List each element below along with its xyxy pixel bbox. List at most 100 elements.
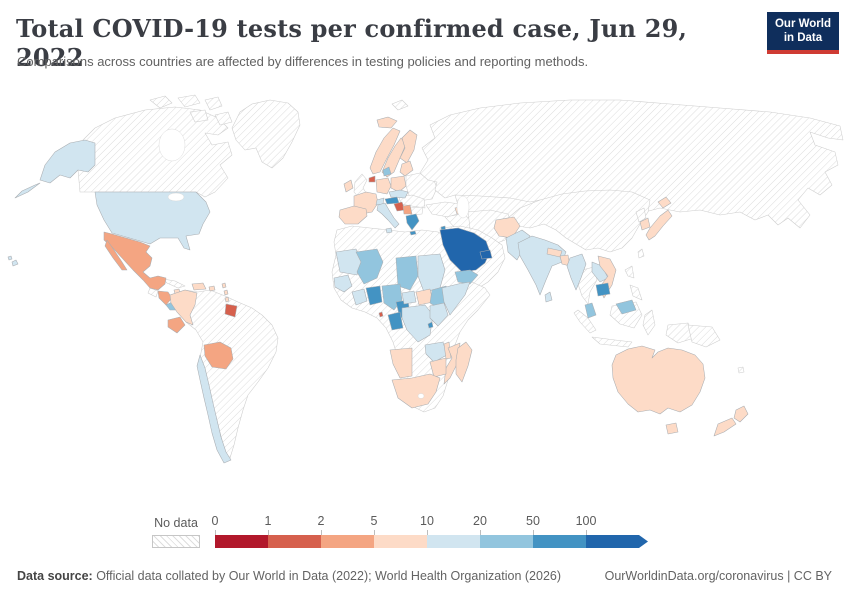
country-lesser-antilles[interactable]	[221, 282, 230, 303]
country-saudi-arabia[interactable]	[439, 227, 491, 273]
legend-bin-2-5[interactable]	[321, 535, 374, 548]
country-indonesia[interactable]	[573, 301, 695, 348]
country-svalbard[interactable]	[391, 99, 409, 111]
country-yemen[interactable]	[454, 269, 479, 285]
country-south-korea[interactable]	[639, 217, 651, 231]
legend-tick-label: 10	[420, 514, 434, 528]
country-germany[interactable]	[375, 177, 392, 195]
country-chile[interactable]	[196, 354, 232, 464]
country-malawi[interactable]	[443, 341, 452, 360]
country-italy[interactable]	[376, 202, 400, 234]
great-lakes	[167, 192, 185, 202]
legend-bin-100+[interactable]	[586, 535, 648, 548]
country-poland[interactable]	[390, 175, 407, 193]
country-ecuador[interactable]	[167, 316, 186, 334]
legend-tick-label: 1	[264, 514, 272, 528]
country-fiji[interactable]	[737, 366, 745, 374]
country-hawaii[interactable]	[7, 255, 19, 267]
legend-ticks: 0 1 2 5 10 20 50 100	[212, 514, 655, 535]
owid-logo-line1: Our World	[774, 18, 831, 30]
country-new-zealand[interactable]	[713, 405, 749, 437]
country-suriname[interactable]	[224, 303, 238, 318]
country-zambia[interactable]	[424, 341, 448, 363]
country-uganda-kenya[interactable]	[429, 302, 449, 327]
page-subtitle: Comparisons across countries are affecte…	[17, 54, 589, 69]
country-japan[interactable]	[645, 196, 673, 241]
country-baltics[interactable]	[399, 160, 414, 177]
country-iceland[interactable]	[376, 116, 398, 129]
country-rwanda[interactable]	[427, 321, 434, 329]
country-puerto-rico[interactable]	[208, 285, 216, 292]
country-colombia[interactable]	[169, 289, 198, 326]
country-czech-slovakia[interactable]	[388, 189, 409, 199]
country-norway[interactable]	[369, 127, 401, 175]
legend-bin-1-2[interactable]	[268, 535, 321, 548]
country-gabon-congo[interactable]	[387, 311, 404, 331]
country-cuba[interactable]	[162, 278, 186, 289]
legend-bin-5-10[interactable]	[374, 535, 427, 548]
country-denmark[interactable]	[382, 166, 392, 177]
country-australia[interactable]	[611, 345, 706, 415]
world-map[interactable]	[0, 90, 850, 510]
country-tasmania[interactable]	[665, 422, 679, 435]
country-drc[interactable]	[401, 304, 434, 343]
country-south-africa[interactable]	[391, 373, 441, 409]
country-austria[interactable]	[384, 196, 400, 205]
legend-tick-label: 2	[317, 514, 325, 528]
country-malaysia-borneo[interactable]	[615, 299, 637, 315]
country-philippines[interactable]	[624, 265, 643, 301]
country-senegal-gambia[interactable]	[333, 274, 353, 293]
country-india[interactable]	[517, 235, 567, 296]
country-iberia[interactable]	[338, 205, 368, 225]
country-greenland[interactable]	[231, 99, 301, 169]
footer-link[interactable]: OurWorldinData.org/coronavirus | CC BY	[604, 569, 832, 583]
legend-no-data-swatch[interactable]	[152, 535, 200, 548]
country-mali[interactable]	[355, 248, 384, 285]
country-canada[interactable]	[77, 106, 233, 198]
country-madagascar[interactable]	[455, 341, 473, 383]
country-cambodia[interactable]	[595, 282, 611, 297]
country-zimbabwe[interactable]	[429, 357, 447, 378]
country-myanmar[interactable]	[566, 253, 587, 291]
country-usa[interactable]	[94, 191, 211, 251]
country-greece[interactable]	[405, 213, 420, 236]
country-papua-new-guinea[interactable]	[687, 324, 721, 348]
country-somalia[interactable]	[441, 281, 471, 316]
country-honduras-nicaragua[interactable]	[157, 290, 173, 306]
country-arctic-islands[interactable]	[149, 94, 233, 126]
legend-bin-10-20[interactable]	[427, 535, 480, 548]
country-ghana-togo-benin[interactable]	[365, 285, 383, 306]
country-namibia[interactable]	[389, 347, 413, 379]
country-central-african-republic[interactable]	[401, 290, 417, 305]
legend-no-data-label: No data	[154, 516, 198, 530]
legend-tick-label: 50	[526, 514, 540, 528]
country-sri-lanka[interactable]	[544, 291, 553, 303]
country-alaska[interactable]	[39, 139, 96, 184]
footer-source-text: Official data collated by Our World in D…	[92, 569, 562, 583]
country-hispaniola[interactable]	[191, 282, 207, 291]
country-guatemala[interactable]	[147, 287, 159, 298]
country-uae-qatar[interactable]	[479, 249, 493, 260]
country-taiwan[interactable]	[637, 248, 645, 259]
country-mozambique[interactable]	[443, 342, 461, 385]
legend-bin-20-50[interactable]	[480, 535, 533, 548]
footer-source: Data source: Official data collated by O…	[17, 569, 561, 583]
country-mexico[interactable]	[103, 231, 167, 291]
legend-bin-0-1[interactable]	[215, 535, 268, 548]
country-ireland[interactable]	[343, 179, 354, 193]
owid-logo-line2: in Data	[783, 31, 823, 44]
country-baja-california[interactable]	[104, 239, 128, 271]
country-malaysia-peninsula[interactable]	[584, 302, 597, 319]
country-china-mongolia[interactable]	[507, 189, 651, 253]
country-chad[interactable]	[395, 255, 419, 291]
country-bolivia[interactable]	[203, 341, 234, 370]
country-serbia[interactable]	[402, 204, 413, 215]
country-netherlands[interactable]	[368, 175, 376, 183]
country-ivory-coast[interactable]	[351, 288, 368, 306]
country-north-korea[interactable]	[635, 207, 647, 223]
country-aleutians[interactable]	[14, 182, 41, 199]
country-equatorial-guinea[interactable]	[378, 311, 384, 318]
country-finland[interactable]	[399, 129, 418, 164]
owid-logo[interactable]: Our World in Data	[766, 12, 839, 54]
legend-bin-50-100[interactable]	[533, 535, 586, 548]
